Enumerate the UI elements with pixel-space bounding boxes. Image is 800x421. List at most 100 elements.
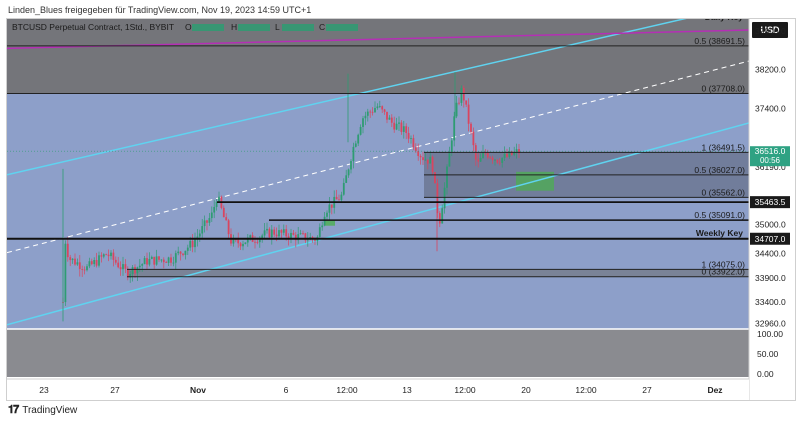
price-axis[interactable]	[749, 19, 795, 400]
candle[interactable]	[218, 191, 220, 204]
candle[interactable]	[179, 251, 182, 261]
candle[interactable]	[203, 215, 206, 233]
candle[interactable]	[477, 152, 480, 168]
candle[interactable]	[153, 256, 156, 269]
currency-badge[interactable]: USD	[752, 22, 788, 38]
candle[interactable]	[515, 143, 518, 159]
candle[interactable]	[270, 224, 273, 245]
candle[interactable]	[239, 242, 242, 251]
candle[interactable]	[155, 249, 158, 266]
candle[interactable]	[167, 256, 170, 266]
candle[interactable]	[290, 228, 292, 244]
candle[interactable]	[381, 105, 384, 113]
candle[interactable]	[410, 135, 412, 144]
candle[interactable]	[117, 256, 120, 269]
candle[interactable]	[462, 85, 465, 108]
candle[interactable]	[318, 223, 321, 238]
candle[interactable]	[102, 253, 105, 259]
candle[interactable]	[146, 252, 148, 270]
candle[interactable]	[78, 255, 81, 277]
candle[interactable]	[395, 117, 398, 131]
candle[interactable]	[268, 227, 271, 239]
candle[interactable]	[491, 155, 494, 164]
candle[interactable]	[141, 263, 144, 272]
candle[interactable]	[299, 229, 302, 235]
candle[interactable]	[376, 103, 379, 110]
candle[interactable]	[69, 254, 72, 267]
candle[interactable]	[467, 98, 470, 132]
candle[interactable]	[400, 120, 403, 135]
candle[interactable]	[170, 253, 172, 266]
candle[interactable]	[321, 221, 324, 231]
candle[interactable]	[323, 211, 326, 227]
candle[interactable]	[198, 229, 201, 242]
candle[interactable]	[434, 172, 436, 184]
candle[interactable]	[393, 116, 396, 133]
candle[interactable]	[340, 191, 343, 203]
candle[interactable]	[412, 134, 415, 151]
candle[interactable]	[357, 133, 360, 147]
candle[interactable]	[405, 123, 408, 140]
candle[interactable]	[390, 114, 393, 128]
candle[interactable]	[338, 194, 340, 201]
candle[interactable]	[71, 258, 74, 264]
candle[interactable]	[184, 250, 187, 260]
candle[interactable]	[86, 264, 88, 272]
candle[interactable]	[458, 97, 460, 106]
candle[interactable]	[81, 265, 84, 277]
candle[interactable]	[510, 150, 513, 156]
candle[interactable]	[450, 137, 453, 157]
candle[interactable]	[119, 261, 122, 276]
candle[interactable]	[482, 144, 484, 159]
candle[interactable]	[88, 257, 91, 269]
candle[interactable]	[225, 213, 228, 221]
time-axis[interactable]	[7, 379, 749, 400]
candle[interactable]	[93, 257, 96, 267]
candle[interactable]	[506, 148, 508, 158]
candle[interactable]	[359, 124, 362, 136]
candle[interactable]	[148, 252, 151, 267]
symbol-legend[interactable]: BTCUSD Perpetual Contract, 1Std., BYBIT O…	[12, 22, 358, 32]
candle[interactable]	[352, 142, 355, 169]
candle[interactable]	[201, 218, 204, 238]
candle[interactable]	[398, 116, 400, 131]
candle[interactable]	[95, 252, 98, 268]
candle[interactable]	[114, 256, 117, 265]
candle[interactable]	[66, 236, 69, 262]
candle[interactable]	[206, 219, 208, 231]
candle[interactable]	[508, 147, 511, 159]
candle[interactable]	[366, 108, 369, 122]
candle[interactable]	[446, 164, 448, 195]
candle[interactable]	[407, 126, 410, 144]
candle[interactable]	[76, 258, 79, 266]
candle[interactable]	[489, 156, 492, 160]
candle[interactable]	[112, 249, 115, 267]
candle[interactable]	[455, 95, 458, 119]
candle[interactable]	[143, 256, 146, 265]
candle[interactable]	[402, 120, 405, 139]
candle[interactable]	[326, 210, 328, 221]
candle[interactable]	[273, 226, 276, 238]
candle[interactable]	[280, 229, 283, 239]
candle[interactable]	[496, 159, 499, 164]
candle[interactable]	[453, 111, 456, 147]
candle[interactable]	[383, 108, 386, 115]
candle[interactable]	[431, 155, 434, 175]
candle[interactable]	[131, 264, 134, 282]
candle[interactable]	[371, 107, 374, 116]
candle[interactable]	[429, 151, 432, 164]
candle[interactable]	[419, 154, 422, 165]
candle[interactable]	[470, 122, 472, 135]
candle[interactable]	[501, 157, 504, 168]
candle[interactable]	[354, 140, 357, 148]
candle[interactable]	[330, 204, 333, 215]
candle[interactable]	[282, 224, 285, 236]
candle[interactable]	[345, 169, 348, 184]
candle[interactable]	[177, 246, 180, 256]
candle[interactable]	[266, 222, 268, 234]
candle[interactable]	[443, 182, 446, 214]
candle[interactable]	[126, 266, 129, 281]
candle[interactable]	[213, 200, 216, 219]
candle[interactable]	[347, 168, 350, 178]
